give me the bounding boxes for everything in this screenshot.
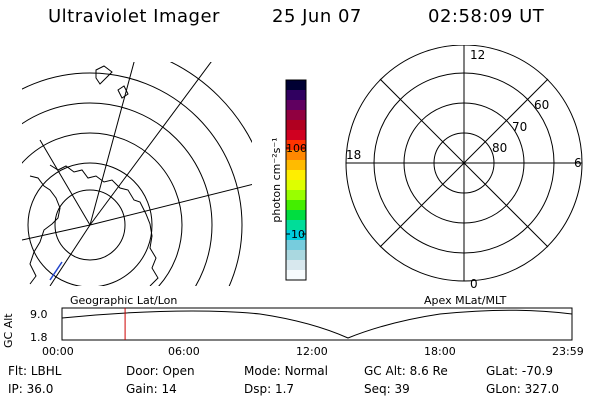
lat-circle	[169, 62, 252, 144]
x-label-0000: 00:00	[42, 345, 74, 358]
lat-label-70: 70	[512, 120, 527, 134]
colorbar-swatch	[286, 270, 306, 281]
colorbar-swatch	[286, 240, 306, 251]
y-label-9: 9.0	[30, 308, 48, 321]
info-gain: Gain: 14	[126, 382, 177, 396]
meridian	[22, 224, 91, 241]
meridian	[89, 62, 135, 226]
geographic-title: Geographic Lat/Lon	[70, 294, 178, 307]
info-mode: Mode: Normal	[244, 364, 328, 378]
info-door: Door: Open	[126, 364, 195, 378]
colorbar-swatch	[286, 130, 306, 141]
x-label-2359: 23:59	[552, 345, 584, 358]
y-label-1-8: 1.8	[30, 331, 48, 344]
colorbar-swatch	[286, 140, 306, 151]
mlt-label-12: 12	[470, 48, 485, 62]
colorbar-unit-label: photon cm⁻²s⁻¹	[270, 137, 283, 222]
info-glat: GLat: -70.9	[486, 364, 553, 378]
mlt-label-18: 18	[346, 148, 361, 162]
lat-label-80: 80	[492, 141, 507, 155]
colorbar-swatch	[286, 80, 306, 91]
info-ip: IP: 36.0	[8, 382, 54, 396]
colorbar-swatch	[286, 110, 306, 121]
polar-plot: 12 18 6 0 60 70 80	[345, 45, 583, 290]
meridian	[49, 224, 91, 286]
mlt-label-0: 0	[470, 277, 478, 290]
lat-circle	[22, 102, 213, 286]
colorbar-swatches	[286, 80, 306, 281]
meridian	[89, 183, 252, 226]
info-glon: GLon: 327.0	[486, 382, 559, 396]
mlt-diagonal	[379, 78, 549, 248]
colorbar: photon cm⁻²s⁻¹	[270, 79, 307, 281]
altitude-timeline	[61, 307, 573, 341]
date-label: 25 Jun 07	[272, 6, 362, 27]
coastline	[29, 164, 159, 286]
lat-circle	[54, 189, 126, 261]
colorbar-swatch	[286, 250, 306, 261]
lat-label-60: 60	[534, 98, 549, 112]
info-filter: Flt: LBHL	[8, 364, 62, 378]
geographic-map	[22, 62, 252, 286]
info-gc-alt: GC Alt: 8.6 Re	[364, 364, 448, 378]
colorbar-swatch	[286, 180, 306, 191]
colorbar-swatch	[286, 200, 306, 211]
colorbar-swatch	[286, 160, 306, 171]
mlt-label-6: 6	[574, 156, 582, 170]
apex-title: Apex MLat/MLT	[424, 294, 507, 307]
colorbar-swatch	[286, 190, 306, 201]
lat-circle	[22, 72, 243, 286]
info-dsp: Dsp: 1.7	[244, 382, 295, 396]
colorbar-swatch	[286, 210, 306, 221]
colorbar-tick-100: 100	[286, 142, 307, 155]
colorbar-tick-10: 10	[291, 228, 305, 241]
meridian	[39, 139, 91, 226]
colorbar-swatch	[286, 230, 306, 241]
colorbar-swatch	[286, 120, 306, 131]
x-label-1800: 18:00	[424, 345, 456, 358]
time-label: 02:58:09 UT	[428, 6, 545, 27]
instrument-title: Ultraviolet Imager	[48, 6, 220, 27]
coastline	[95, 65, 129, 99]
orbit-track	[49, 261, 63, 281]
x-label-0600: 06:00	[168, 345, 200, 358]
colorbar-swatch	[286, 220, 306, 231]
meridian	[89, 62, 212, 226]
altitude-curve	[61, 309, 573, 339]
colorbar-swatch	[286, 170, 306, 181]
lat-circle	[22, 132, 183, 286]
lat-circle	[27, 162, 153, 286]
colorbar-swatch	[286, 90, 306, 101]
colorbar-swatch	[286, 150, 306, 161]
x-label-1200: 12:00	[296, 345, 328, 358]
info-seq: Seq: 39	[364, 382, 410, 396]
colorbar-swatch	[286, 260, 306, 271]
colorbar-swatch	[286, 100, 306, 111]
